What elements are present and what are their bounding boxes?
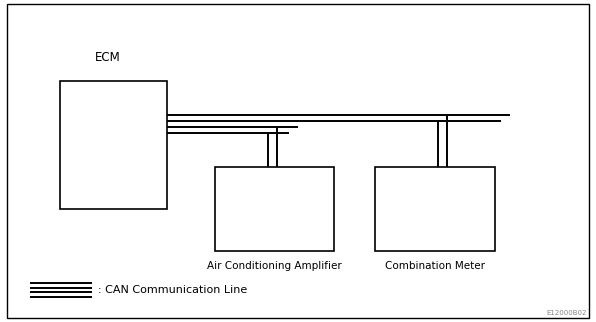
Bar xyxy=(60,80,167,209)
Text: Air Conditioning Amplifier: Air Conditioning Amplifier xyxy=(207,261,342,271)
Text: ECM: ECM xyxy=(94,52,120,64)
Text: Combination Meter: Combination Meter xyxy=(385,261,485,271)
Bar xyxy=(215,167,334,251)
Bar xyxy=(375,167,495,251)
Text: : CAN Communication Line: : CAN Communication Line xyxy=(98,285,247,295)
Text: E12000B02: E12000B02 xyxy=(547,309,587,316)
